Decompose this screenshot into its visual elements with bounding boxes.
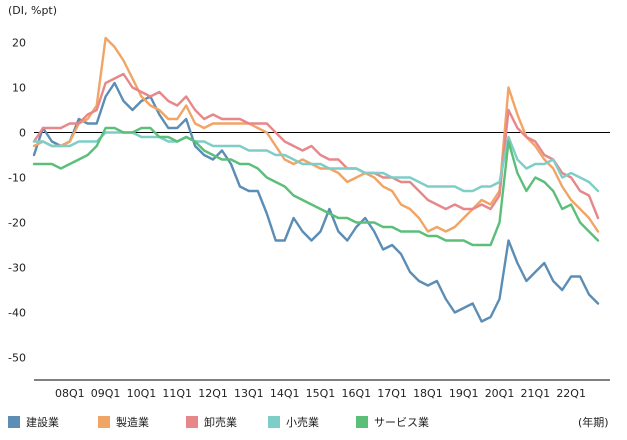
legend: 建設業 製造業 卸売業 小売業 サービス業 [8, 415, 429, 429]
x-tick-label: 12Q1 [198, 387, 228, 400]
x-axis-ticks: 08Q1 09Q1 10Q1 11Q1 12Q1 13Q1 14Q1 15Q1 16Q1 17Q1… [55, 387, 586, 400]
x-tick-label: 11Q1 [162, 387, 192, 400]
y-tick-label: 0 [19, 127, 26, 140]
legend-label: 製造業 [116, 415, 149, 429]
y-tick-label: -40 [8, 307, 26, 320]
x-tick-label: 14Q1 [270, 387, 300, 400]
x-tick-label: 20Q1 [485, 387, 515, 400]
y-tick-label: 10 [12, 82, 26, 95]
y-tick-label: -50 [8, 352, 26, 365]
x-tick-label: 08Q1 [55, 387, 85, 400]
x-tick-label: 10Q1 [127, 387, 157, 400]
y-tick-label: -30 [8, 262, 26, 275]
legend-swatch [98, 416, 110, 428]
legend-label: 卸売業 [204, 415, 237, 429]
series-line [32, 36, 600, 233]
series-line [32, 81, 600, 323]
legend-label: 建設業 [26, 415, 59, 429]
x-tick-label: 16Q1 [341, 387, 371, 400]
legend-swatch [8, 416, 20, 428]
legend-swatch [356, 416, 368, 428]
series-line [32, 126, 600, 247]
x-tick-label: 15Q1 [306, 387, 336, 400]
y-tick-label: 20 [12, 37, 26, 50]
y-tick-label: -10 [8, 172, 26, 185]
series-line [32, 72, 600, 220]
y-tick-label: -20 [8, 217, 26, 230]
x-tick-label: 09Q1 [91, 387, 121, 400]
y-axis-ticks: 20 10 0 -10 -20 -30 -40 -50 [8, 37, 26, 365]
x-tick-label: 19Q1 [449, 387, 479, 400]
legend-label: サービス業 [374, 416, 429, 429]
legend-swatch [268, 416, 280, 428]
x-tick-label: 18Q1 [413, 387, 443, 400]
x-tick-label: 21Q1 [521, 387, 551, 400]
series-lines [32, 36, 600, 323]
x-tick-label: 17Q1 [377, 387, 407, 400]
x-tick-label: 22Q1 [556, 387, 586, 400]
x-axis-unit-label: (年期) [578, 415, 609, 429]
legend-label: 小売業 [286, 416, 319, 429]
x-tick-label: 13Q1 [234, 387, 264, 400]
legend-swatch [186, 416, 198, 428]
y-axis-unit-label: (DI, %pt) [8, 4, 57, 17]
